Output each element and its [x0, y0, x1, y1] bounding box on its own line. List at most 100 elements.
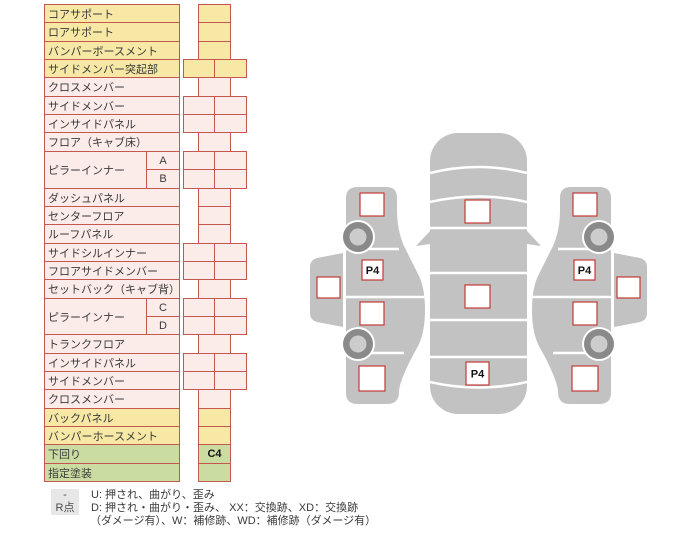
- row-sublabel: D: [146, 316, 180, 335]
- value-cell: [198, 4, 231, 23]
- legend-text-d: D: 押され・曲がり・歪み、 XX：交換跡、XD：交換跡: [91, 502, 359, 514]
- value-cell: [183, 298, 215, 317]
- car-top-front-line: [429, 165, 528, 175]
- value-cell: [198, 334, 231, 354]
- value-cell: [214, 261, 247, 280]
- value-cell: [214, 298, 247, 317]
- legend-line-u: - U: 押され、曲がり、歪み: [51, 489, 215, 502]
- left-mirror-icon: [416, 231, 430, 246]
- value-cell: [198, 426, 231, 445]
- value-cell: [214, 169, 247, 189]
- row-label: クロスメンバー: [44, 77, 180, 97]
- value-cell: [198, 77, 231, 97]
- row-label: ダッシュパネル: [44, 188, 180, 207]
- damage-markers: P4 P4 P4: [316, 192, 641, 392]
- row-label: フロア（キャブ床）: [44, 132, 180, 152]
- row-label: フロアサイドメンバー: [44, 261, 180, 280]
- row-label: 下回り: [44, 444, 180, 464]
- value-cell: [183, 169, 215, 189]
- right-front-fender-marker: [572, 192, 598, 217]
- value-cell: [198, 389, 231, 409]
- row-label: ロアサポート: [44, 22, 180, 42]
- value-cell: [183, 151, 215, 170]
- value-cell: [198, 408, 231, 427]
- row-label: バックパネル: [44, 408, 180, 427]
- legend-text-u: U: 押され、曲がり、歪み: [91, 489, 215, 501]
- value-cell: [214, 371, 247, 390]
- legend-badge-dash: -: [51, 489, 79, 502]
- right-rear-fender-marker: [571, 365, 599, 392]
- left-front-fender-marker: [359, 192, 385, 217]
- right-front-door-marker: [573, 259, 596, 281]
- left-front-door-marker: [361, 259, 384, 281]
- value-cell: [183, 371, 215, 390]
- row-sublabel: B: [146, 169, 180, 189]
- right-front-door-marker-label: P4: [578, 265, 592, 277]
- rear-wheel-icon: [349, 335, 367, 353]
- value-cell: [214, 151, 247, 170]
- row-label: ピラーインナー: [44, 298, 147, 335]
- row-label: クロスメンバー: [44, 389, 180, 409]
- value-cell: [198, 188, 231, 207]
- row-label: バンパーボースメント: [44, 41, 180, 60]
- row-label: センターフロア: [44, 206, 180, 225]
- value-cell: [214, 243, 247, 262]
- value-cell: [214, 114, 247, 133]
- row-label: コアサポート: [44, 4, 180, 23]
- right-bumper-marker: [616, 276, 641, 299]
- value-cell: [183, 96, 215, 115]
- value-cell: [214, 316, 247, 335]
- value-cell: [198, 463, 231, 482]
- car-top-hood-line: [429, 195, 528, 204]
- left-bumper-marker: [316, 276, 341, 299]
- legend-line-rpoint: R点 D: 押され・曲がり・歪み、 XX：交換跡、XD：交換跡: [51, 502, 358, 515]
- row-label: サイドメンバー突起部: [44, 59, 180, 78]
- value-cell: C4: [198, 444, 231, 464]
- row-label: サイドメンバー: [44, 96, 180, 115]
- value-cell: [198, 279, 231, 299]
- row-label: ルーフパネル: [44, 224, 180, 244]
- row-label: セットバック（キャブ背）: [44, 279, 180, 299]
- value-cell: [183, 243, 215, 262]
- value-cell: [214, 96, 247, 115]
- row-label: ピラーインナー: [44, 151, 147, 189]
- row-label: サイドメンバー: [44, 371, 180, 390]
- row-label: トランクフロア: [44, 334, 180, 354]
- right-rear-door-marker: [572, 301, 598, 326]
- left-rear-door-marker: [359, 301, 385, 326]
- top-roof-marker: [464, 284, 491, 309]
- legend-text-continued: （ダメージ有）、W：補修跡、WD：補修跡（ダメージ有）: [90, 515, 377, 527]
- value-cell: [214, 59, 247, 78]
- value-cell: [183, 114, 215, 133]
- value-cell: [183, 261, 215, 280]
- vehicle-diagram: P4 P4 P4: [310, 133, 649, 414]
- row-label: 指定塗装: [44, 463, 180, 482]
- right-mirror-icon: [527, 231, 541, 246]
- value-cell: [198, 224, 231, 244]
- value-cell: [198, 22, 231, 42]
- value-cell: [198, 206, 231, 225]
- top-hood-marker: [464, 199, 491, 224]
- value-cell: [183, 316, 215, 335]
- car-top-rear-line: [429, 380, 528, 389]
- row-label: バンパーホースメント: [44, 426, 180, 445]
- left-rear-fender-marker: [358, 365, 386, 392]
- value-cell: [183, 353, 215, 372]
- left-front-door-marker-label: P4: [366, 265, 380, 277]
- row-label: インサイドパネル: [44, 353, 180, 372]
- top-trunk-marker-label: P4: [471, 369, 485, 381]
- row-sublabel: A: [146, 151, 180, 170]
- value-cell: [198, 41, 231, 60]
- value-cell: [198, 132, 231, 152]
- front-wheel-icon: [349, 228, 367, 246]
- top-view: [416, 133, 541, 414]
- value-cell: [214, 353, 247, 372]
- row-label: サイドシルインナー: [44, 243, 180, 262]
- value-cell: [183, 59, 215, 78]
- row-label: インサイドパネル: [44, 114, 180, 133]
- top-trunk-marker: [465, 361, 490, 386]
- row-sublabel: C: [146, 298, 180, 317]
- legend-badge-rpoint: R点: [51, 502, 79, 515]
- legend-line-continued: （ダメージ有）、W：補修跡、WD：補修跡（ダメージ有）: [90, 515, 376, 528]
